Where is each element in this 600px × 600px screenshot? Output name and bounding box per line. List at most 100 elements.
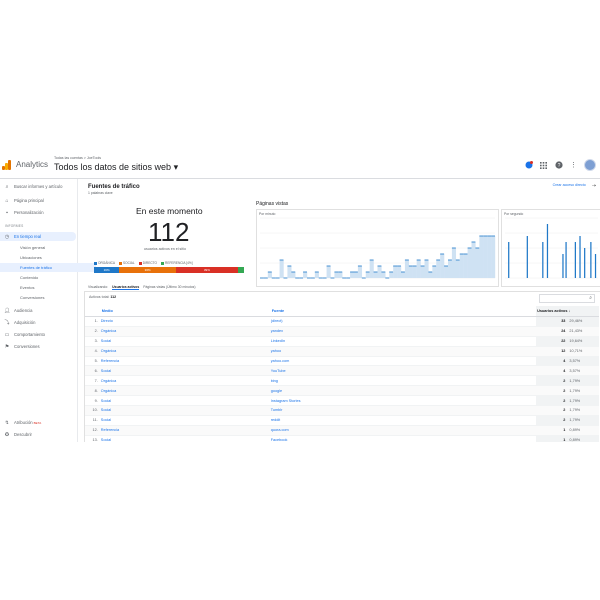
sidebar-subitem-overview[interactable]: Visión general [20,245,46,250]
row-source[interactable]: google [270,385,537,397]
bar-mark [546,224,549,278]
legend-swatch [94,261,97,265]
sidebar-item-acquisition[interactable]: ⤵ Adquisición [0,318,76,327]
row-source[interactable]: Tumblr [270,405,537,416]
stack-segment: 16% [94,267,120,273]
row-source[interactable]: quora.com [270,425,537,436]
sidebar-item-realtime[interactable]: ◷ En tiempo real [0,232,76,241]
avatar[interactable] [584,159,596,171]
breadcrumb[interactable]: Todas las cuentas > JoeTools [54,156,102,160]
col-medium[interactable]: Medio [100,306,271,317]
row-medium[interactable]: Orgánica [100,326,271,337]
sidebar-subitem-locations[interactable]: Ubicaciones [20,255,42,260]
bar-mark [487,236,492,278]
property-selector[interactable]: Todos los datos de sitios web ▾ [54,162,178,173]
create-shortcut-link[interactable]: Crear acceso directo [552,183,586,187]
search-icon: ⌕ [589,295,592,301]
help-icon[interactable]: ? [554,161,563,170]
row-index: 13. [85,435,101,442]
row-medium[interactable]: Social [100,395,271,407]
row-index: 2. [85,326,101,337]
row-source[interactable]: bing [270,375,537,387]
table-search-input[interactable]: ⌕ [539,294,595,303]
row-source[interactable]: reddit [270,415,537,426]
row-medium[interactable]: Orgánica [100,385,271,397]
row-medium[interactable]: Social [100,336,271,347]
row-index: 4. [85,346,101,357]
table-row[interactable]: 2. Orgánica yandex 24 21,43% [85,326,599,337]
table-row[interactable]: 7. Orgánica bing 2 1,79% [85,375,599,387]
row-medium[interactable]: Social [100,365,271,377]
header-actions: ? ⋮ [524,159,596,171]
more-vert-icon[interactable]: ⋮ [570,162,577,169]
row-index: 10. [85,405,101,416]
table-row[interactable]: 10. Social Tumblr 2 1,79% [85,405,599,416]
sidebar-item-attribution[interactable]: ↯ Atribución BETA [0,418,76,427]
table-row[interactable]: 4. Orgánica yahoo 12 10,71% [85,346,599,357]
bar-mark [291,272,296,278]
stack-segment [237,267,244,273]
row-medium[interactable]: Social [100,435,271,442]
table-row[interactable]: 9. Social Instagram Stories 2 1,79% [85,395,599,407]
legend-swatch [119,261,123,265]
table-row[interactable]: 5. Referencia yahoo.com 4 3,57% [85,356,599,367]
row-source[interactable]: Facebook [270,435,537,442]
table-row[interactable]: 12. Referencia quora.com 1 0,89% [85,425,599,436]
col-source[interactable]: Fuente [270,306,537,317]
bar-mark [455,260,460,278]
row-percent: 3,57% [569,365,599,377]
row-source[interactable]: YouTube [270,365,537,377]
row-users: 33 [536,316,570,327]
row-users: 2 [536,375,570,387]
sidebar-item-home[interactable]: ⌂ Página principal [0,196,76,205]
notifications-icon[interactable] [524,161,533,170]
row-source[interactable]: Instagram Stories [270,395,537,407]
bar-mark [424,260,429,278]
bar-mark [444,266,449,278]
sidebar-subitem-traffic-sources[interactable]: Fuentes de tráfico [0,263,96,272]
row-medium[interactable]: Referencia [100,356,271,367]
row-index: 8. [85,385,101,397]
sidebar-item-behavior[interactable]: ▭ Comportamiento [0,330,76,339]
row-source[interactable]: yandex [270,326,537,337]
row-source[interactable]: yahoo [270,346,537,357]
share-icon[interactable]: ⇢ [591,183,596,189]
bar-mark [401,272,406,278]
flag-icon: ⚑ [4,343,10,350]
row-source[interactable]: yahoo.com [270,356,537,367]
table-row[interactable]: 13. Social Facebook 1 0,89% [85,435,599,442]
row-medium[interactable]: Directo [100,316,271,327]
sidebar-item-conversions[interactable]: ⚑ Conversiones [0,342,76,351]
sidebar-item-discover[interactable]: ✪ Descubrir [0,430,76,439]
col-active-users[interactable]: Usuarios activos ↓ [536,306,599,317]
sidebar-search[interactable]: ⌕ Buscar informes y artículo [0,182,76,191]
row-percent: 1,79% [569,405,599,416]
apps-icon[interactable] [539,161,548,170]
row-source[interactable]: LinkedIn [270,336,537,347]
sidebar-item-customization[interactable]: ▪ Personalización [0,208,76,217]
search-icon: ⌕ [5,183,9,190]
sidebar-subitem-conversions[interactable]: Conversiones [20,295,45,300]
tab-active-users[interactable]: Usuarios activos [112,285,140,290]
home-icon: ⌂ [5,197,9,204]
bar-mark [365,272,370,278]
bar-mark [471,242,476,278]
row-medium[interactable]: Orgánica [100,375,271,387]
table-row[interactable]: 3. Social LinkedIn 22 19,64% [85,336,599,347]
sidebar-item-audience[interactable]: 👤︎ Audiencia [0,306,76,315]
sidebar-subitem-content[interactable]: Contenido [20,275,39,280]
row-source[interactable]: (direct) [270,316,537,327]
table-row[interactable]: 11. Social reddit 2 1,79% [85,415,599,426]
row-medium[interactable]: Orgánica [100,346,271,357]
row-medium[interactable]: Social [100,405,271,416]
row-medium[interactable]: Referencia [100,425,271,436]
channel-legend: ORGÁNICA SOCIAL DIRECTO REFERENCIA [4%] [94,261,193,265]
bar-mark [420,266,425,278]
table-row[interactable]: 8. Orgánica google 2 1,79% [85,385,599,397]
sidebar-subitem-events[interactable]: Eventos [20,285,35,290]
tab-pageviews[interactable]: Páginas vistas (Último 30 minutos) [143,285,196,289]
table-row[interactable]: 1. Directo (direct) 33 29,46% [85,316,599,327]
col-index [85,306,101,317]
row-medium[interactable]: Social [100,415,271,426]
table-row[interactable]: 6. Social YouTube 4 3,57% [85,365,599,377]
